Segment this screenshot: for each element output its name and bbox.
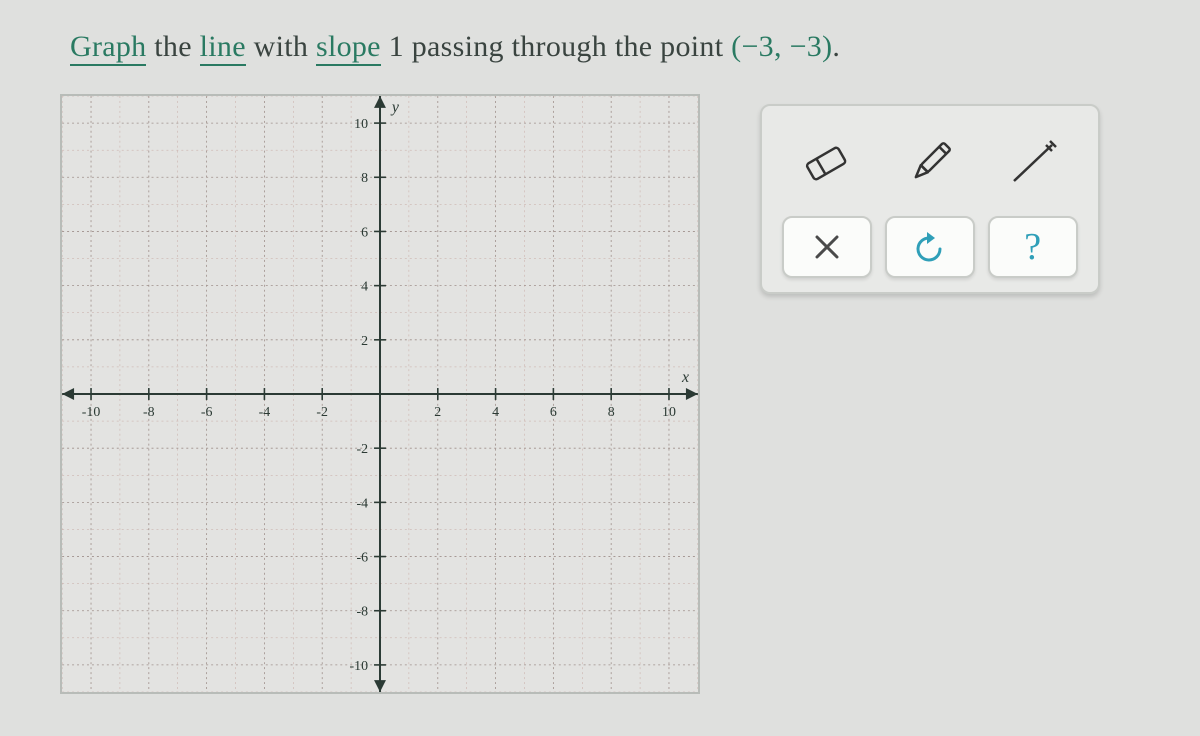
t2: with [246, 30, 316, 63]
point-value: (−3, −3) [731, 30, 832, 63]
tool-panel: ? [760, 104, 1100, 294]
tool-row-actions: ? [776, 216, 1084, 278]
t1: the [146, 30, 199, 63]
pencil-button[interactable] [885, 132, 975, 194]
svg-text:y: y [390, 99, 400, 116]
eraser-icon [798, 138, 856, 188]
svg-text:-4: -4 [357, 496, 369, 511]
svg-text:10: 10 [354, 117, 368, 132]
link-slope[interactable]: slope [316, 30, 381, 66]
line-tool-icon [1004, 135, 1062, 191]
svg-text:-4: -4 [259, 405, 271, 420]
svg-text:4: 4 [361, 280, 368, 295]
eraser-button[interactable] [782, 132, 872, 194]
t4: . [832, 30, 840, 63]
svg-text:10: 10 [662, 405, 676, 420]
content-row: -10 -8 -6 -4 -2 2 4 6 8 10 -10 -8 -6 -4 -2 2 4 6 8 10 x y [50, 94, 1150, 694]
svg-text:2: 2 [434, 405, 441, 420]
svg-text:-2: -2 [316, 405, 328, 420]
coordinate-plane[interactable]: -10 -8 -6 -4 -2 2 4 6 8 10 -10 -8 -6 -4 -2 2 4 6 8 10 x y [60, 94, 700, 694]
t3: passing through the point [412, 30, 731, 63]
svg-text:6: 6 [550, 405, 557, 420]
slope-value: 1 [381, 30, 412, 63]
svg-text:6: 6 [361, 225, 368, 240]
svg-text:-8: -8 [143, 405, 155, 420]
svg-text:-6: -6 [357, 551, 369, 566]
question-text: Graph the line with slope 1 passing thro… [70, 30, 1150, 64]
svg-text:-8: -8 [357, 605, 369, 620]
exercise-page: Graph the line with slope 1 passing thro… [0, 0, 1200, 736]
undo-icon [913, 232, 947, 262]
line-tool-button[interactable] [988, 132, 1078, 194]
svg-text:8: 8 [608, 405, 615, 420]
undo-button[interactable] [885, 216, 975, 278]
svg-text:x: x [681, 369, 689, 386]
tool-row-shapes [776, 124, 1084, 202]
svg-text:4: 4 [492, 405, 499, 420]
clear-button[interactable] [782, 216, 872, 278]
close-icon [813, 233, 841, 261]
link-line[interactable]: line [200, 30, 246, 66]
link-graph[interactable]: Graph [70, 30, 146, 66]
help-button[interactable]: ? [988, 216, 1078, 278]
graph-svg[interactable]: -10 -8 -6 -4 -2 2 4 6 8 10 -10 -8 -6 -4 -2 2 4 6 8 10 x y [62, 96, 698, 692]
svg-text:-10: -10 [82, 405, 101, 420]
svg-text:-6: -6 [201, 405, 213, 420]
svg-text:-10: -10 [350, 659, 369, 674]
svg-text:8: 8 [361, 171, 368, 186]
svg-text:2: 2 [361, 334, 368, 349]
help-icon: ? [1024, 225, 1041, 269]
svg-text:-2: -2 [357, 442, 369, 457]
pencil-icon [901, 135, 959, 191]
